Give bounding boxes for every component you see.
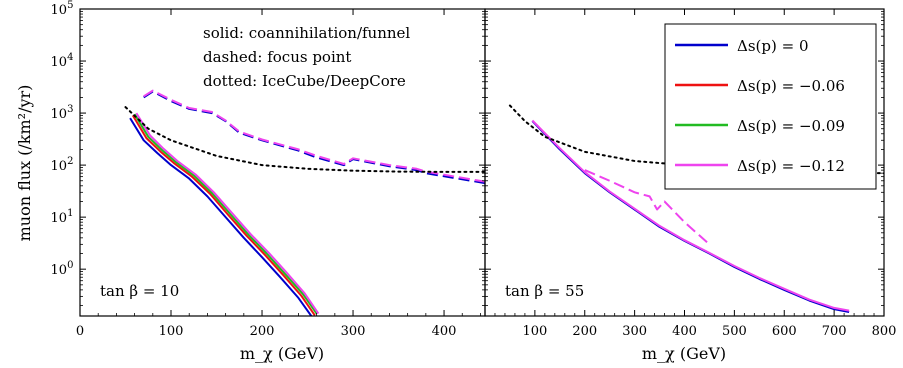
right-x-tick-label: 600 (772, 324, 797, 339)
legend-label: Δs(p) = −0.12 (737, 157, 845, 175)
left-series-solid-red (131, 114, 316, 316)
right-series-dashed-magenta (584, 169, 711, 246)
right-x-tick-label: 800 (872, 324, 897, 339)
legend-box (664, 23, 877, 190)
y-axis-label: muon flux (/km²/yr) (15, 85, 34, 242)
y-tick-label: 100 (51, 260, 74, 278)
y-tick-label: 103 (51, 104, 74, 122)
left-x-tick-label: 300 (341, 324, 366, 339)
y-tick-label: 102 (51, 156, 74, 174)
left-series-dashed-magenta (143, 89, 485, 183)
right-x-tick-label: 400 (672, 324, 697, 339)
left-x-tick-label: 200 (250, 324, 275, 339)
left-x-axis-label: m_χ (GeV) (240, 344, 324, 363)
right-x-tick-label: 500 (722, 324, 747, 339)
right-x-tick-label: 700 (822, 324, 847, 339)
y-tick-label: 104 (51, 52, 74, 70)
left-series-solid-blue (129, 117, 313, 316)
left-panel: 0 100 200 300 400 100 101 102 103 104 105 solid: … (51, 0, 486, 363)
legend-label: Δs(p) = −0.06 (737, 77, 845, 95)
annotation-dashed: dashed: focus point (203, 48, 351, 66)
left-series-dotted-black (124, 106, 485, 173)
annotation-box: solid: coannihilation/funnel dashed: foc… (203, 24, 410, 90)
left-x-tick-label: 100 (159, 324, 184, 339)
right-series-solid-magenta (531, 119, 850, 312)
right-x-tick-label: 100 (522, 324, 547, 339)
legend: Δs(p) = 0 Δs(p) = −0.06 Δs(p) = −0.09 Δs(p)… (664, 23, 877, 190)
left-x-tick-label: 400 (432, 324, 457, 339)
right-x-tick-label: 300 (622, 324, 647, 339)
right-x-tick-label: 200 (572, 324, 597, 339)
annotation-dotted: dotted: IceCube/DeepCore (203, 72, 406, 90)
left-x-tick-label: 0 (76, 324, 84, 339)
right-tanbeta-label: tan β = 55 (505, 282, 584, 300)
legend-label: Δs(p) = −0.09 (737, 117, 845, 135)
y-tick-label: 101 (51, 208, 74, 226)
y-tick-label: 105 (51, 0, 74, 18)
legend-label: Δs(p) = 0 (737, 37, 808, 55)
right-panel: 100 200 300 400 500 600 700 800 tan β = 55 m_χ … (484, 8, 897, 363)
annotation-solid: solid: coannihilation/funnel (203, 24, 410, 42)
left-series-solid-magenta (135, 112, 320, 315)
left-tanbeta-label: tan β = 10 (100, 282, 179, 300)
right-x-axis-label: m_χ (GeV) (642, 344, 726, 363)
left-series-solid-green (133, 113, 318, 315)
